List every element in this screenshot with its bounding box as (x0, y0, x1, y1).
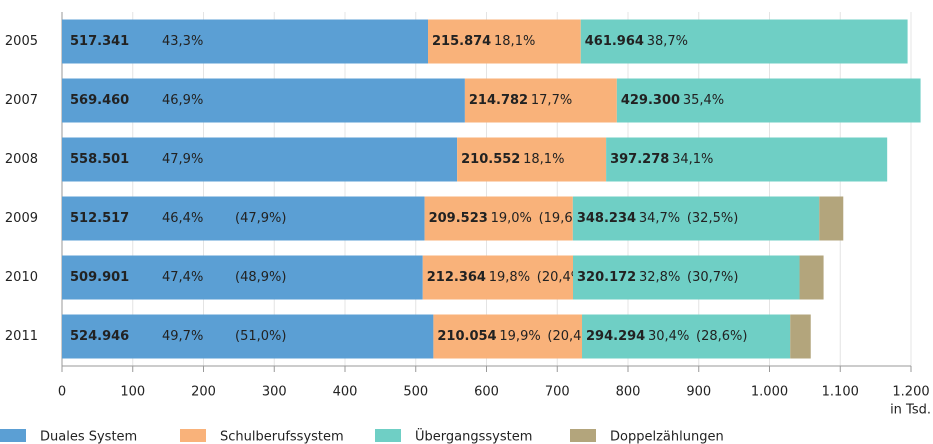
legend-swatch (0, 429, 26, 442)
x-tick-label: 0 (58, 385, 66, 400)
bar-segment (606, 137, 888, 182)
value-label: 215.874 (432, 34, 491, 49)
value-label: 210.054 (437, 329, 496, 344)
percent-label: 19,8% (489, 270, 530, 285)
percent-label-alt: (28,6%) (696, 329, 747, 344)
value-label: 512.517 (70, 211, 129, 226)
value-label: 209.523 (429, 211, 488, 226)
x-tick-label: 400 (333, 385, 358, 400)
legend-swatch (570, 429, 596, 442)
value-label: 320.172 (577, 270, 636, 285)
legend-swatch (180, 429, 206, 442)
legend-label: Duales System (40, 430, 137, 444)
bar-segment (616, 78, 921, 123)
percent-label: 18,1% (494, 34, 535, 49)
percent-label: 34,7% (639, 211, 680, 226)
x-unit-label: in Tsd. (890, 403, 931, 418)
percent-label: 38,7% (647, 34, 688, 49)
percent-label: 47,4% (162, 270, 203, 285)
legend-label: Schulberufssystem (220, 430, 344, 444)
bar-segment (422, 255, 574, 300)
percent-label: 46,4% (162, 211, 203, 226)
bar-segment (62, 78, 465, 123)
bar-segment (62, 137, 458, 182)
percent-label: 18,1% (523, 152, 564, 167)
value-label: 294.294 (586, 329, 645, 344)
x-tick-label: 100 (120, 385, 145, 400)
bar-segment (428, 19, 581, 64)
value-label: 569.460 (70, 93, 129, 108)
value-label: 214.782 (469, 93, 528, 108)
x-tick-label: 300 (262, 385, 287, 400)
x-tick-label: 700 (545, 385, 570, 400)
value-label: 397.278 (610, 152, 669, 167)
value-label: 524.946 (70, 329, 129, 344)
value-label: 429.300 (621, 93, 680, 108)
bar-segment (819, 196, 844, 241)
percent-label-alt: (48,9%) (235, 270, 286, 285)
bar-segment (573, 255, 800, 300)
legend-label: Übergangssystem (415, 428, 532, 444)
x-tick-label: 200 (191, 385, 216, 400)
bar-segment (790, 314, 811, 359)
percent-label: 47,9% (162, 152, 203, 167)
bar-segment (62, 196, 425, 241)
y-tick-label: 2005 (5, 34, 38, 49)
x-tick-label: 1.200 (892, 385, 929, 400)
value-label: 517.341 (70, 34, 129, 49)
percent-label: 35,4% (683, 93, 724, 108)
percent-label: 19,0% (491, 211, 532, 226)
y-tick-label: 2008 (5, 152, 38, 167)
value-label: 210.552 (461, 152, 520, 167)
bar-segment (62, 314, 434, 359)
bar-segment (582, 314, 791, 359)
bar-segment (572, 196, 820, 241)
x-tick-label: 1.100 (822, 385, 859, 400)
bar-segment (464, 78, 617, 123)
percent-label: 46,9% (162, 93, 203, 108)
x-tick-label: 900 (686, 385, 711, 400)
bar-segment (580, 19, 908, 64)
percent-label: 34,1% (672, 152, 713, 167)
percent-label-alt: (51,0%) (235, 329, 286, 344)
x-tick-label: 600 (474, 385, 499, 400)
percent-label-alt: (30,7%) (687, 270, 738, 285)
value-label: 558.501 (70, 152, 129, 167)
percent-label: 17,7% (531, 93, 572, 108)
bar-segment (424, 196, 573, 241)
x-tick-label: 800 (616, 385, 641, 400)
percent-label: 43,3% (162, 34, 203, 49)
y-tick-label: 2009 (5, 211, 38, 226)
percent-label: 32,8% (639, 270, 680, 285)
legend-label: Doppelzählungen (610, 430, 724, 444)
bar-segment (62, 255, 423, 300)
bar-segment (62, 19, 429, 64)
legend-swatch (375, 429, 401, 442)
value-label: 348.234 (577, 211, 636, 226)
value-label: 461.964 (585, 34, 644, 49)
x-tick-label: 1.000 (751, 385, 788, 400)
y-tick-label: 2007 (5, 93, 38, 108)
value-label: 212.364 (427, 270, 486, 285)
percent-label: 19,9% (499, 329, 540, 344)
bar-segment (799, 255, 824, 300)
percent-label-alt: (32,5%) (687, 211, 738, 226)
percent-label-alt: (47,9%) (235, 211, 286, 226)
y-tick-label: 2011 (5, 329, 38, 344)
bar-segment (457, 137, 607, 182)
percent-label: 30,4% (648, 329, 689, 344)
percent-label: 49,7% (162, 329, 203, 344)
x-tick-label: 500 (403, 385, 428, 400)
bar-segment (433, 314, 583, 359)
y-tick-label: 2010 (5, 270, 38, 285)
value-label: 509.901 (70, 270, 129, 285)
